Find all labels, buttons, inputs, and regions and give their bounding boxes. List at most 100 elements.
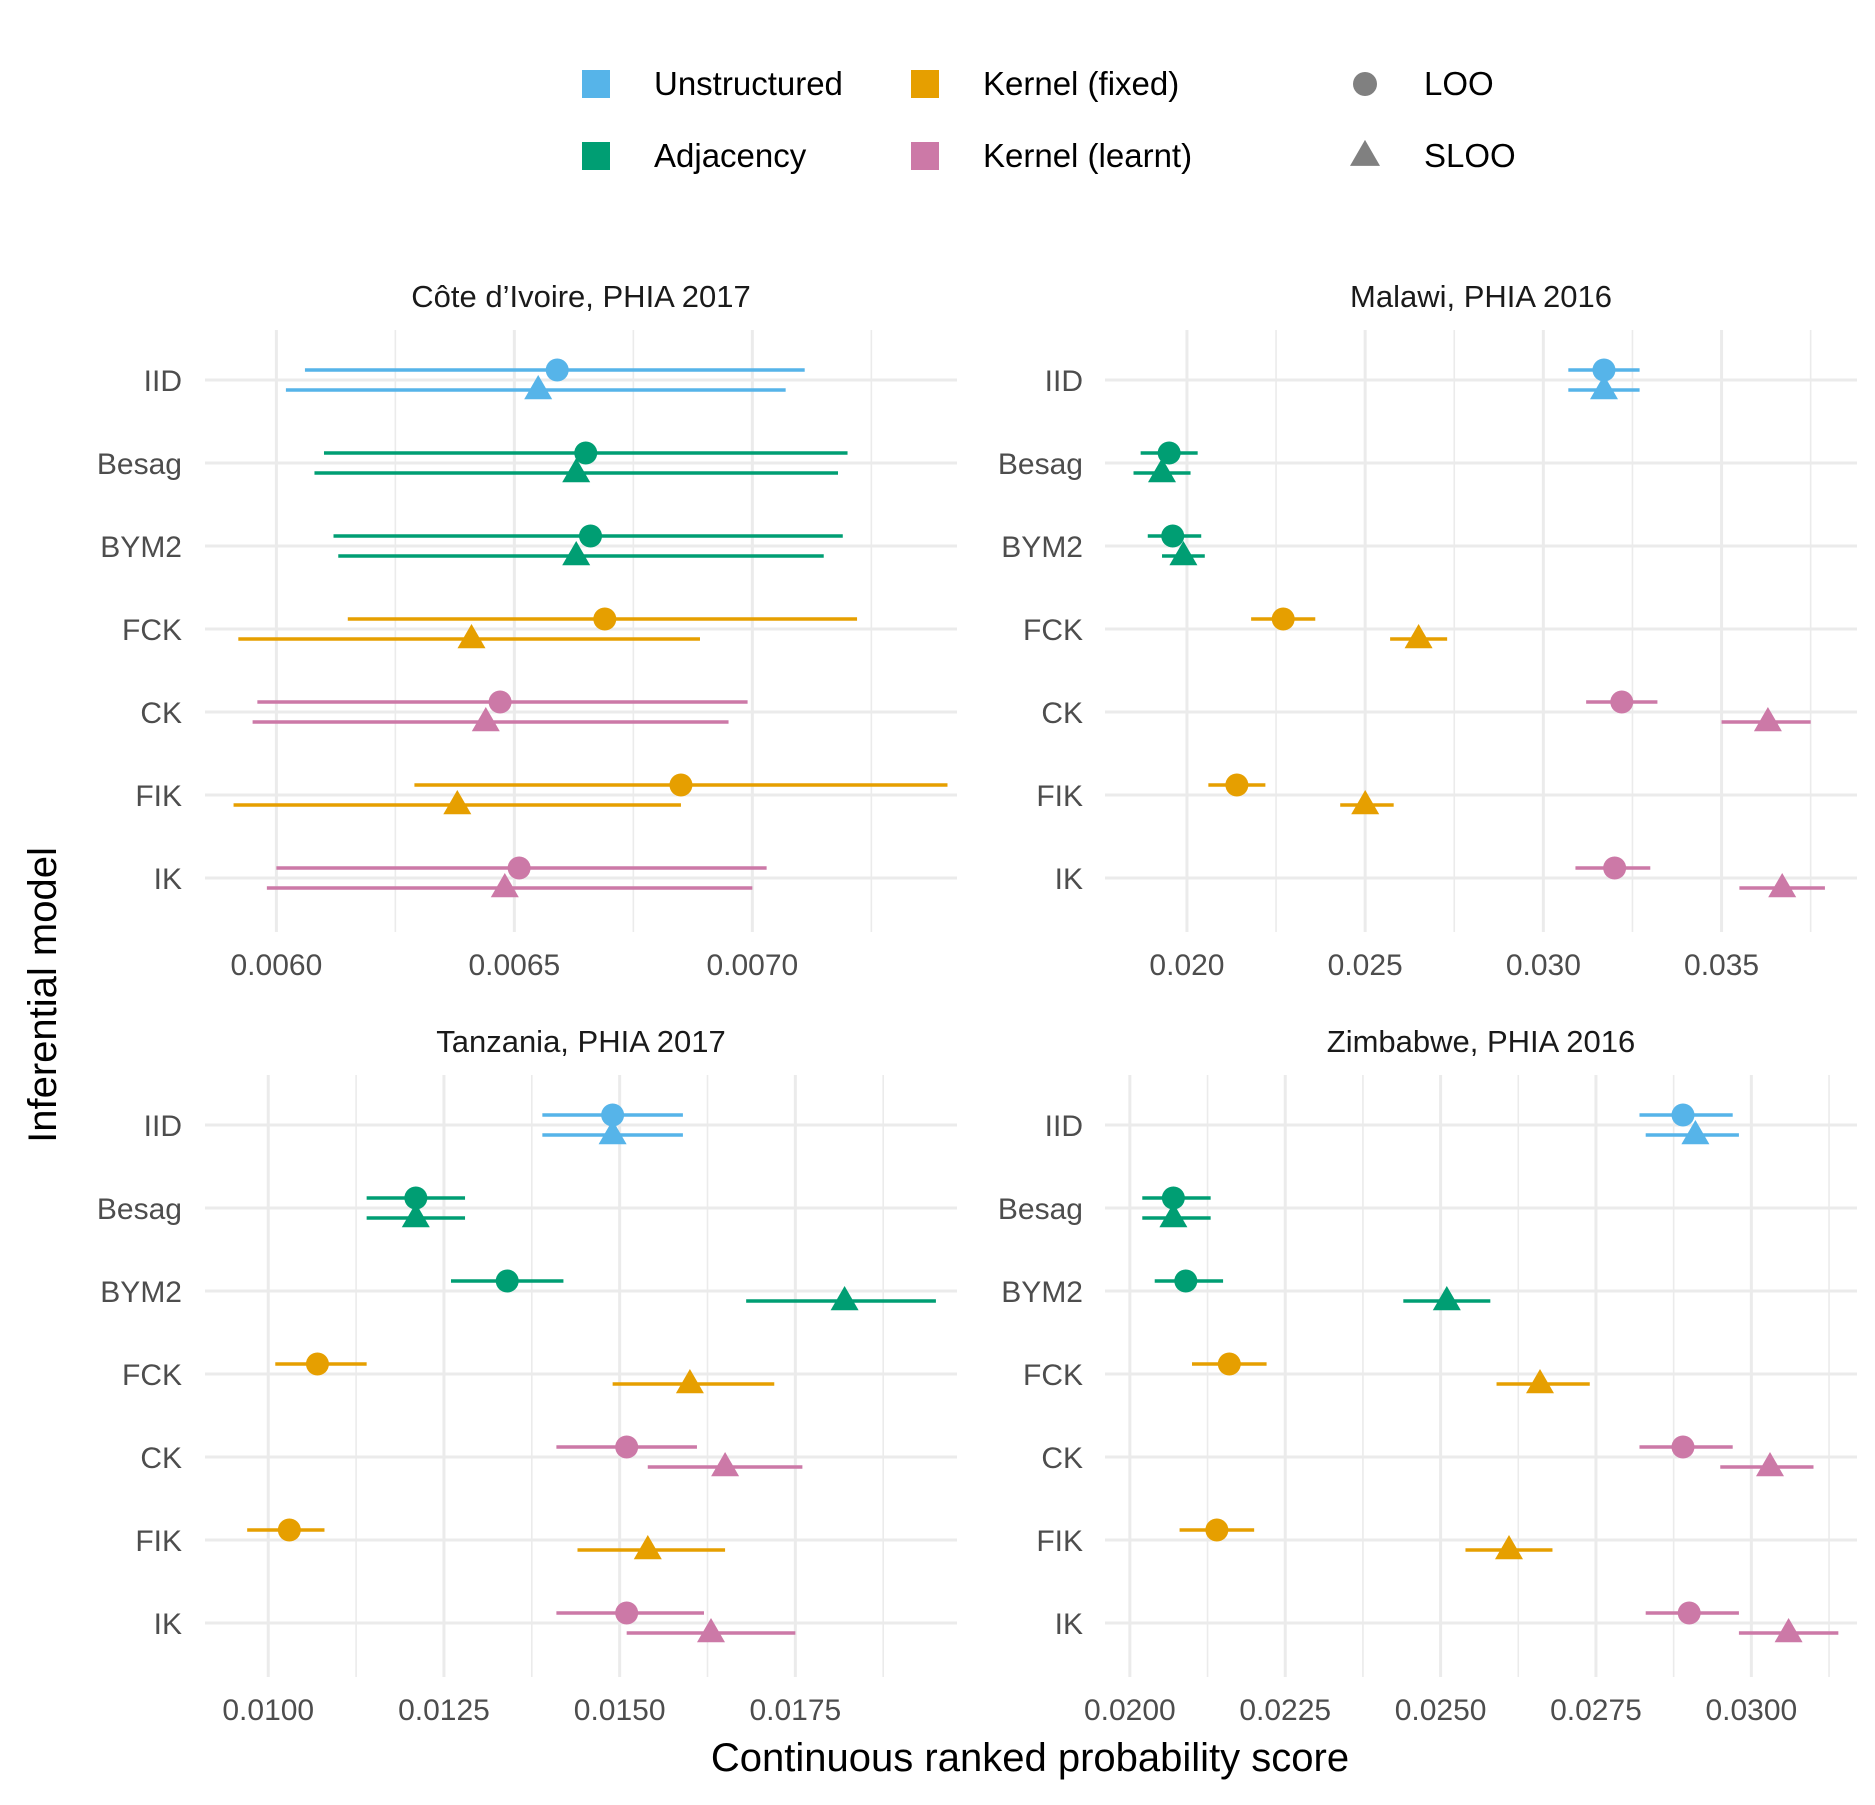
mark-ik-sloo: [266, 873, 753, 898]
mark-iid-sloo: [1568, 375, 1640, 400]
mark-fck-loo: [1192, 1352, 1267, 1376]
point-fik-sloo: [1351, 790, 1380, 815]
panel-title: Malawi, PHIA 2016: [1350, 279, 1612, 314]
y-tick-label-fck: FCK: [1023, 1359, 1083, 1392]
y-tick-label-bym2: BYM2: [1001, 531, 1083, 564]
point-bym2-sloo: [1169, 541, 1198, 566]
x-tick-label: 0.0225: [1239, 1694, 1331, 1727]
point-ik-loo: [615, 1601, 639, 1625]
point-bym2-sloo: [830, 1286, 859, 1311]
point-iid-sloo: [1590, 375, 1618, 400]
panels: Côte d’Ivoire, PHIA 2017 0.0060 0.0065 0.00…: [97, 279, 1857, 1727]
legend-item-sloo: SLOO: [1350, 137, 1516, 174]
y-tick-label-fik: FIK: [1036, 1525, 1083, 1558]
mark-bym2-loo: [1154, 1269, 1224, 1293]
x-axis-title: Continuous ranked probability score: [711, 1736, 1349, 1780]
mark-iid-loo: [1568, 358, 1640, 382]
legend-item-adjacency: Adjacency: [582, 137, 807, 174]
point-iid-loo: [601, 1103, 625, 1127]
legend: Unstructured Adjacency Kernel (fixed) Kerne…: [582, 65, 1516, 174]
mark-besag-loo: [323, 441, 848, 465]
legend-key-sloo: [1350, 139, 1380, 166]
y-tick-label-ck: CK: [1041, 1442, 1083, 1475]
legend-label-sloo: SLOO: [1424, 137, 1516, 174]
mark-iid-sloo: [542, 1120, 683, 1145]
y-tick-label-fik: FIK: [1036, 780, 1083, 813]
legend-swatch-adjacency: [582, 142, 610, 170]
point-fck-sloo: [675, 1369, 704, 1394]
mark-fck-loo: [1251, 607, 1316, 631]
x-tick-label: 0.0150: [574, 1694, 666, 1727]
mark-besag-sloo: [1133, 458, 1191, 483]
mark-ck-sloo: [1721, 707, 1811, 732]
mark-bym2-sloo: [338, 541, 824, 566]
point-iid-loo: [1671, 1103, 1695, 1127]
point-ck-sloo: [711, 1452, 740, 1477]
mark-besag-loo: [1140, 441, 1198, 465]
x-tick-label: 0.0070: [706, 949, 798, 982]
point-ik-sloo: [697, 1618, 725, 1643]
y-tick-label-ck: CK: [140, 697, 182, 730]
mark-besag-loo: [366, 1186, 466, 1210]
y-tick-label-ik: IK: [154, 1608, 182, 1641]
y-tick-label-fck: FCK: [122, 614, 182, 647]
point-ck-sloo: [1756, 1452, 1784, 1477]
point-besag-sloo: [401, 1203, 430, 1228]
x-tick-label: 0.030: [1506, 949, 1581, 982]
x-tick-label: 0.0060: [231, 949, 323, 982]
x-tick-label: 0.0125: [398, 1694, 490, 1727]
panel-zimbabwe: Zimbabwe, PHIA 2016 0.0200 0.0225 0.0250 0.0…: [998, 1024, 1857, 1727]
point-ck-loo: [615, 1435, 639, 1459]
y-tick-label-ik: IK: [1055, 863, 1083, 896]
x-tick-label: 0.020: [1149, 949, 1224, 982]
point-fck-loo: [305, 1352, 329, 1376]
point-ik-loo: [1677, 1601, 1701, 1625]
legend-swatch-kernel-fixed: [911, 70, 939, 98]
mark-ck-sloo: [647, 1452, 803, 1477]
point-ik-loo: [507, 856, 531, 880]
y-tick-label-fck: FCK: [1023, 614, 1083, 647]
mark-besag-sloo: [314, 458, 839, 483]
mark-ck-loo: [1586, 690, 1658, 714]
mark-fik-sloo: [577, 1535, 726, 1560]
mark-fck-sloo: [1496, 1369, 1590, 1394]
legend-item-loo: LOO: [1353, 65, 1494, 102]
legend-label-kernel-learnt: Kernel (learnt): [983, 137, 1192, 174]
point-besag-sloo: [1159, 1203, 1188, 1228]
point-besag-loo: [574, 441, 598, 465]
y-tick-label-iid: IID: [144, 365, 182, 398]
y-tick-label-besag: Besag: [97, 448, 182, 481]
mark-ik-loo: [1575, 856, 1651, 880]
point-bym2-loo: [1161, 524, 1185, 548]
point-iid-loo: [545, 358, 569, 382]
x-tick-label: 0.0175: [749, 1694, 841, 1727]
panel-c-te-d-ivoire: Côte d’Ivoire, PHIA 2017 0.0060 0.0065 0.00…: [97, 279, 957, 982]
y-tick-label-ik: IK: [154, 863, 182, 896]
mark-ik-sloo: [1739, 873, 1825, 898]
mark-fik-loo: [1179, 1518, 1255, 1542]
point-fck-loo: [1271, 607, 1295, 631]
mark-fik-loo: [247, 1518, 325, 1542]
point-iid-sloo: [524, 375, 553, 400]
point-besag-sloo: [562, 458, 591, 483]
legend-item-kernel-learnt: Kernel (learnt): [911, 137, 1192, 174]
y-tick-label-fik: FIK: [135, 780, 182, 813]
x-tick-label: 0.035: [1684, 949, 1759, 982]
point-ik-sloo: [490, 873, 519, 898]
mark-besag-sloo: [366, 1203, 466, 1228]
grid: [1105, 330, 1857, 932]
mark-ck-loo: [257, 690, 748, 714]
panel-title: Côte d’Ivoire, PHIA 2017: [411, 279, 750, 314]
legend-key-loo: [1353, 72, 1377, 96]
panel-title: Zimbabwe, PHIA 2016: [1327, 1024, 1635, 1059]
point-besag-sloo: [1148, 458, 1176, 483]
mark-ck-sloo: [252, 707, 729, 732]
x-tick-label: 0.0065: [468, 949, 560, 982]
point-fik-sloo: [1495, 1535, 1523, 1560]
y-tick-label-bym2: BYM2: [100, 1276, 182, 1309]
mark-ik-sloo: [1738, 1618, 1839, 1643]
y-tick-label-iid: IID: [1045, 365, 1083, 398]
point-ck-loo: [1610, 690, 1634, 714]
mark-bym2-loo: [333, 524, 843, 548]
